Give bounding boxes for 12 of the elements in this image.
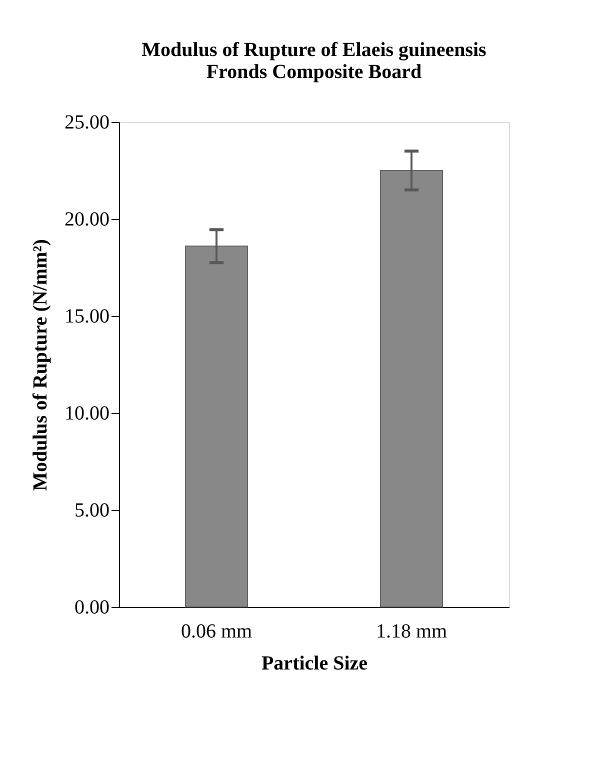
- text: Fronds Composite Board: [206, 61, 422, 83]
- y-tick-label: 15.00: [64, 306, 110, 328]
- y-tick-label: 25.00: [64, 112, 110, 134]
- x-tick-label: 1.18 mm: [376, 620, 448, 642]
- text: Modulus of Rupture of Elaeis guineensis: [142, 39, 486, 61]
- y-tick-label: 10.00: [64, 402, 110, 424]
- y-tick-label: 5.00: [74, 500, 110, 522]
- y-tick-label: 20.00: [64, 208, 110, 230]
- y-tick-label: 0.00: [74, 596, 110, 618]
- y-axis-title: Modulus of Rupture (N/mm²): [30, 239, 52, 491]
- x-axis-title: Particle Size: [261, 652, 368, 674]
- x-tick-label: 0.06 mm: [180, 620, 252, 642]
